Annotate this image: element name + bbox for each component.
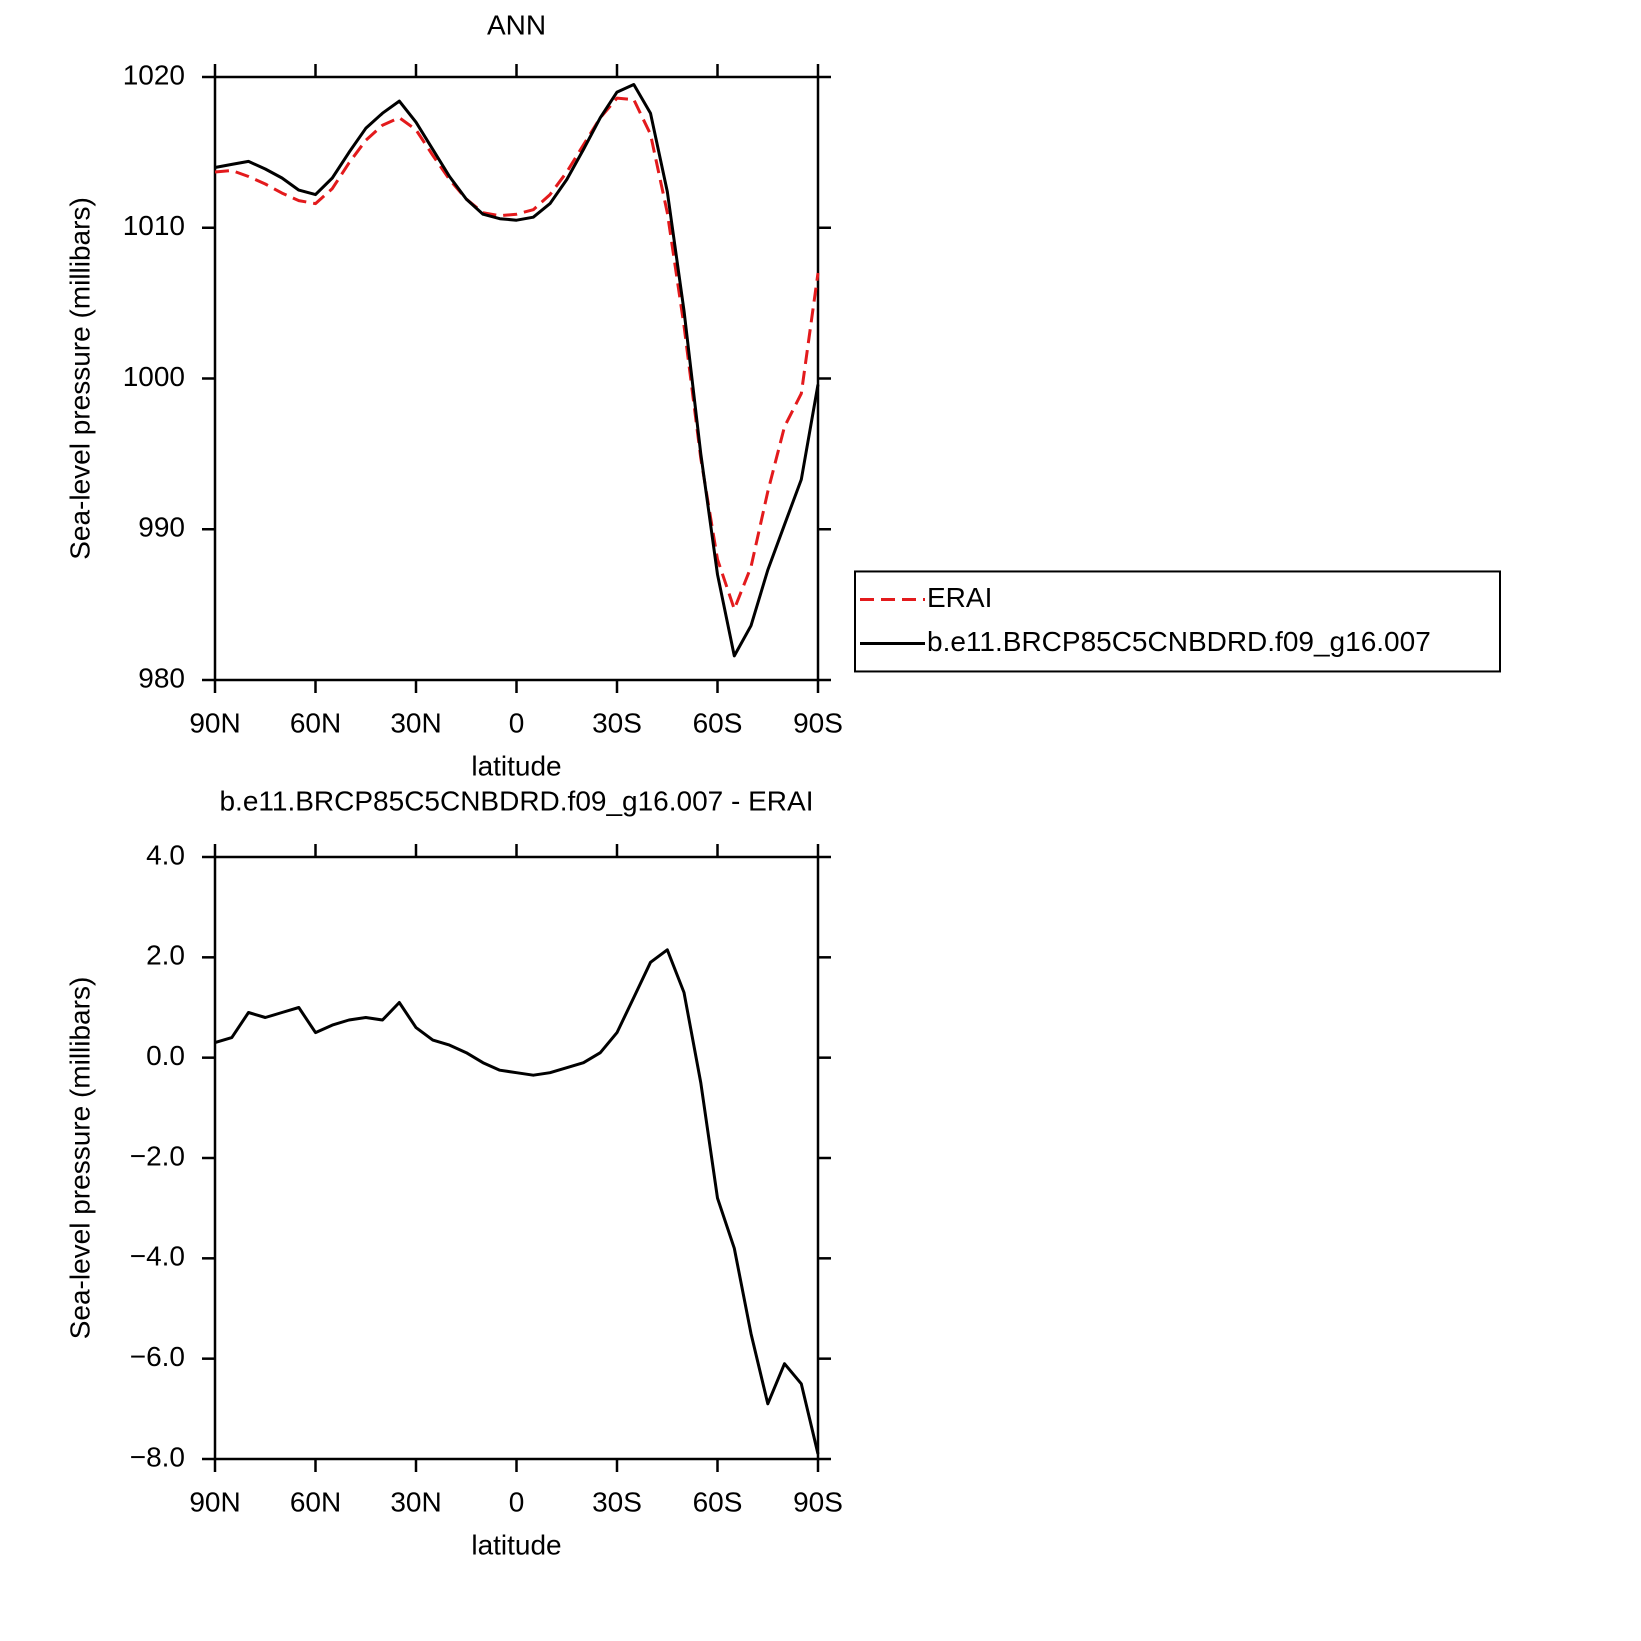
y-tick-label: −2.0	[130, 1140, 185, 1171]
y-tick-label: 4.0	[146, 839, 185, 870]
plot-frame	[213, 855, 820, 1461]
y-tick-label: 0.0	[146, 1040, 185, 1071]
y-axis-label: Sea-level pressure (millibars)	[64, 977, 95, 1340]
y-tick-label: 1010	[123, 210, 185, 241]
series-line	[214, 83, 820, 658]
x-tick-label: 90S	[793, 1486, 843, 1517]
chart-title: b.e11.BRCP85C5CNBDRD.f09_g16.007 - ERAI	[219, 785, 813, 816]
series-line	[214, 96, 820, 611]
x-tick-label: 30N	[390, 707, 441, 738]
series-line	[214, 948, 820, 1455]
y-tick-label: 1020	[123, 59, 185, 90]
x-tick-label: 90N	[189, 1486, 240, 1517]
x-axis-label: latitude	[471, 1529, 561, 1560]
legend-label: b.e11.BRCP85C5CNBDRD.f09_g16.007	[927, 626, 1431, 657]
y-tick-label: −6.0	[130, 1341, 185, 1372]
y-tick-label: 980	[138, 662, 185, 693]
chart-title: ANN	[487, 9, 546, 40]
x-tick-label: 90N	[189, 707, 240, 738]
x-tick-label: 60N	[290, 1486, 341, 1517]
plot-frame	[213, 75, 820, 682]
x-tick-label: 30S	[592, 707, 642, 738]
y-tick-label: −4.0	[130, 1241, 185, 1272]
y-tick-label: 2.0	[146, 940, 185, 971]
legend-box	[854, 570, 1501, 673]
y-axis-label: Sea-level pressure (millibars)	[64, 197, 95, 560]
y-tick-label: 1000	[123, 361, 185, 392]
x-tick-label: 60N	[290, 707, 341, 738]
y-tick-label: −8.0	[130, 1441, 185, 1472]
x-tick-label: 0	[509, 1486, 525, 1517]
x-tick-label: 60S	[693, 707, 743, 738]
x-tick-label: 0	[509, 707, 525, 738]
y-tick-label: 990	[138, 512, 185, 543]
x-tick-label: 60S	[693, 1486, 743, 1517]
x-tick-label: 90S	[793, 707, 843, 738]
x-tick-label: 30N	[390, 1486, 441, 1517]
legend-label: ERAI	[927, 582, 992, 613]
x-tick-label: 30S	[592, 1486, 642, 1517]
x-axis-label: latitude	[471, 750, 561, 781]
